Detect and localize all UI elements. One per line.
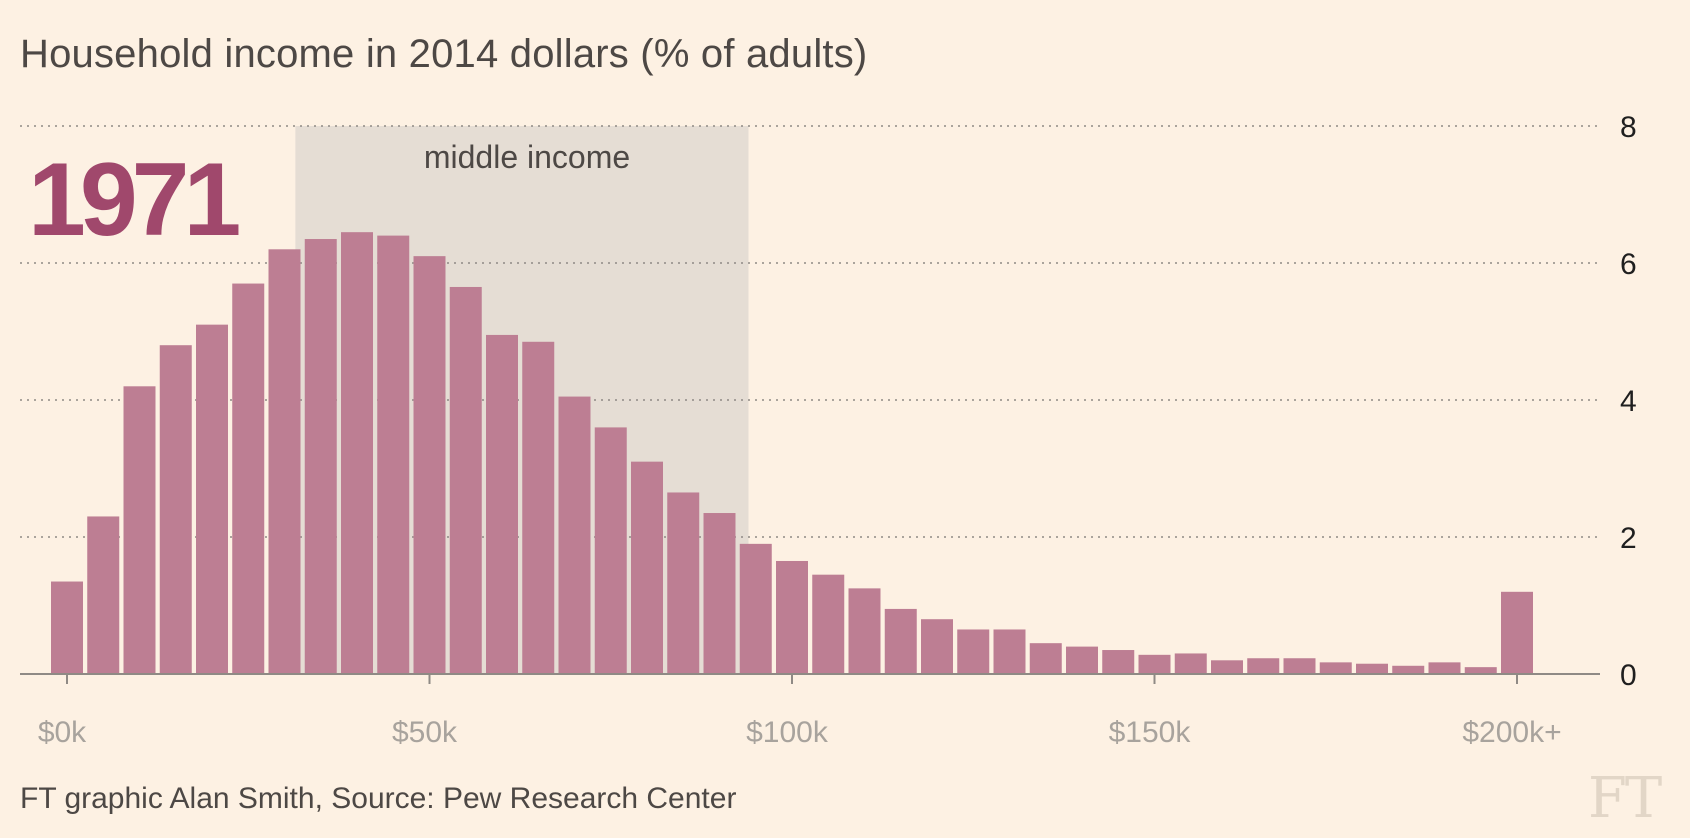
bar xyxy=(449,286,482,674)
y-tick-label: 8 xyxy=(1620,111,1637,144)
bar xyxy=(1428,662,1461,674)
bar xyxy=(1356,663,1388,674)
x-tick-label: $50k xyxy=(392,716,458,749)
chart-title: Household income in 2014 dollars (% of a… xyxy=(20,32,868,76)
bar xyxy=(87,516,120,674)
bar xyxy=(848,588,881,674)
bar xyxy=(1102,650,1135,674)
bar xyxy=(1319,662,1352,674)
bar xyxy=(341,232,373,675)
bar xyxy=(594,427,627,674)
bar xyxy=(232,283,265,674)
x-tick-label: $150k xyxy=(1109,716,1192,749)
bar xyxy=(957,629,990,674)
x-tick-label: $200k+ xyxy=(1462,716,1561,749)
year-label: 1971 xyxy=(28,142,239,258)
bar xyxy=(486,334,518,674)
bar xyxy=(776,560,808,674)
bar xyxy=(196,324,228,674)
bar xyxy=(377,235,410,674)
bar xyxy=(1211,660,1243,674)
source-credit: FT graphic Alan Smith, Source: Pew Resea… xyxy=(20,782,737,815)
bar xyxy=(123,386,156,674)
bar xyxy=(884,608,917,674)
bar xyxy=(993,629,1026,674)
bar xyxy=(1174,653,1207,674)
bar xyxy=(1392,665,1425,674)
bar xyxy=(1138,654,1171,674)
y-tick-label: 6 xyxy=(1620,248,1637,281)
bar xyxy=(1283,658,1316,674)
bar xyxy=(413,256,446,674)
bar xyxy=(558,396,591,674)
bar xyxy=(1501,591,1533,674)
bar xyxy=(1464,667,1497,674)
bar xyxy=(51,581,83,674)
bar xyxy=(667,492,700,674)
bar xyxy=(703,513,736,674)
bar xyxy=(1247,658,1280,674)
y-tick-label: 4 xyxy=(1620,385,1637,418)
y-tick-label: 2 xyxy=(1620,522,1637,555)
y-tick-label: 0 xyxy=(1620,659,1637,692)
bar xyxy=(304,239,337,674)
bar xyxy=(268,249,301,675)
bar xyxy=(159,345,192,674)
ft-logo: FT xyxy=(1588,766,1662,831)
bar xyxy=(812,574,845,674)
middle-income-label: middle income xyxy=(424,139,630,175)
x-tick-label: $0k xyxy=(38,716,87,749)
x-tick-label: $100k xyxy=(746,716,829,749)
bar xyxy=(631,461,663,674)
bar xyxy=(522,341,555,674)
bar xyxy=(1066,646,1098,674)
bar xyxy=(1029,643,1062,674)
bar xyxy=(739,543,772,674)
bar xyxy=(921,619,953,674)
